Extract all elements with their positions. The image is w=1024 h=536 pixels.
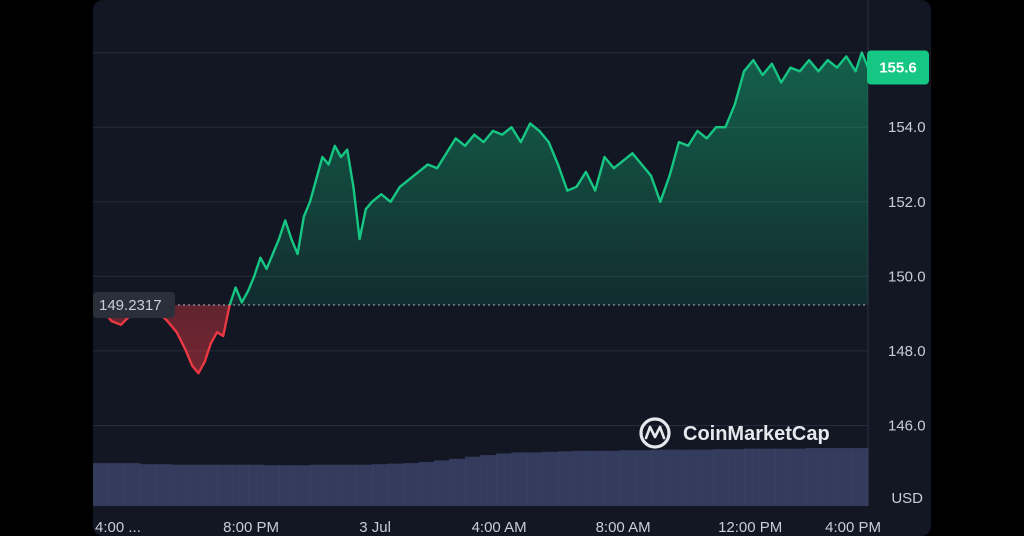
coinmarketcap-watermark: CoinMarketCap [639,417,830,449]
coinmarketcap-logo-icon [639,417,671,449]
volume-bar [294,465,311,506]
x-tick-label: 4:00 PM [825,519,881,536]
x-tick-label: 8:00 PM [223,519,279,536]
volume-bars [93,448,869,506]
volume-bar [728,449,745,506]
volume-bar [124,463,141,506]
volume-bar [542,451,559,506]
x-tick-label: 8:00 AM [596,519,651,536]
y-tick-label: 148.0 [888,343,926,360]
baseline-tag: 149.2317 [93,291,175,318]
volume-bar [806,448,823,506]
x-tick-label: 12:00 PM [718,519,782,536]
volume-bar [713,449,730,506]
volume-bar [775,448,792,506]
volume-bar [558,451,575,506]
volume-bar [279,465,296,506]
y-tick-label: 150.0 [888,268,926,285]
volume-bar [325,464,342,506]
volume-bar [666,449,683,506]
volume-bar [635,450,652,506]
volume-bar [186,464,203,506]
volume-bar [480,455,497,506]
volume-bar [837,448,854,506]
y-tick-label: 152.0 [888,194,926,211]
volume-bar [372,464,389,506]
volume-bar [418,462,435,506]
volume-bar [821,448,838,506]
volume-bar [744,448,761,506]
volume-bar [108,463,125,506]
volume-bar [434,460,451,506]
volume-bar [310,464,327,506]
x-tick-label: 4:00 AM [472,519,527,536]
volume-bar [620,450,637,506]
volume-bar [527,452,544,506]
watermark-text: CoinMarketCap [683,423,830,445]
volume-bar [496,453,513,506]
price-area [93,51,868,375]
price-line-up [93,51,868,305]
volume-bar [170,464,187,506]
volume-bar [232,464,249,506]
volume-bar [790,448,807,506]
volume-bar [697,449,714,506]
volume-bar [589,450,606,506]
volume-bar [651,449,668,506]
volume-bar [356,464,373,506]
x-tick-label: 3 Jul [359,519,391,536]
y-tick-label: 146.0 [888,417,926,434]
volume-bar [139,464,156,506]
volume-bar [387,463,404,506]
volume-bar [682,449,699,506]
x-axis: 4:00 ... 8:00 PM 3 Jul 4:00 AM 8:00 AM 12:00 … [95,519,881,536]
y-axis: 146.0 148.0 150.0 152.0 154.0 [888,119,926,434]
volume-bar [155,464,172,506]
volume-bar [852,448,869,506]
volume-bar [263,465,280,506]
last-price-tag: 155.6 [867,50,929,85]
volume-bar [449,458,466,506]
price-chart-card: 146.0 148.0 150.0 152.0 154.0 4:00 ... 8:00 P… [93,0,931,536]
last-price-label: 155.6 [879,60,917,77]
volume-bar [465,456,482,506]
volume-bar [248,464,265,506]
price-line-down [94,304,232,375]
baseline-label: 149.2317 [99,297,162,314]
volume-bar [604,450,621,506]
y-tick-label: 154.0 [888,119,926,136]
area-fill-up [93,52,868,305]
volume-bar [573,450,590,506]
currency-unit: USD [891,490,923,507]
volume-bar [93,463,110,506]
price-chart[interactable]: 146.0 148.0 150.0 152.0 154.0 4:00 ... 8:00 P… [93,0,931,536]
x-tick-label: 4:00 ... [95,519,141,536]
volume-bar [403,463,420,506]
volume-bar [217,464,234,506]
volume-bar [341,464,358,506]
volume-bar [511,452,528,506]
volume-bar [759,448,776,506]
volume-bar [201,464,218,506]
